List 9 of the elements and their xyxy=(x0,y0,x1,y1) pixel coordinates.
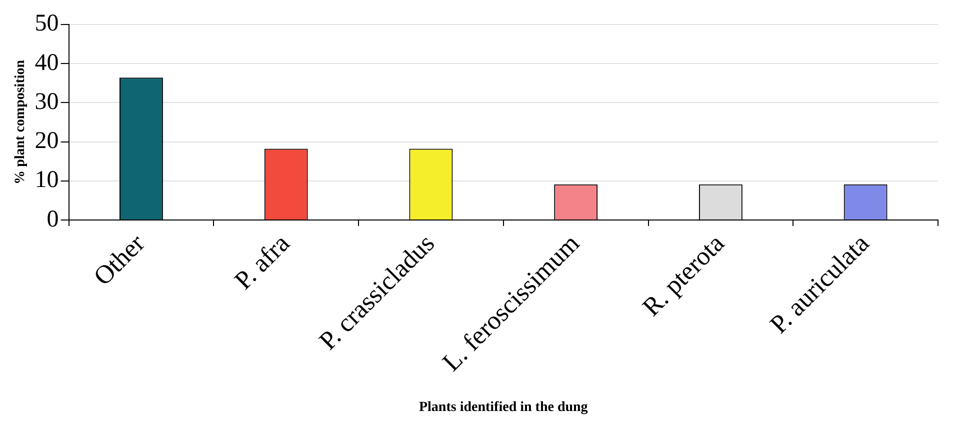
y-axis-title: % plant composition xyxy=(13,60,28,184)
y-tick-label: 40 xyxy=(34,50,59,76)
x-axis-title: Plants identified in the dung xyxy=(418,400,588,416)
y-tick-label: 50 xyxy=(34,10,59,37)
x-tick-label: P. afra xyxy=(228,228,296,296)
y-tick-label: 10 xyxy=(34,167,59,194)
y-tick-label: 0 xyxy=(46,206,59,232)
y-tick-label: 30 xyxy=(34,88,59,115)
y-tick-label: 20 xyxy=(34,128,59,154)
